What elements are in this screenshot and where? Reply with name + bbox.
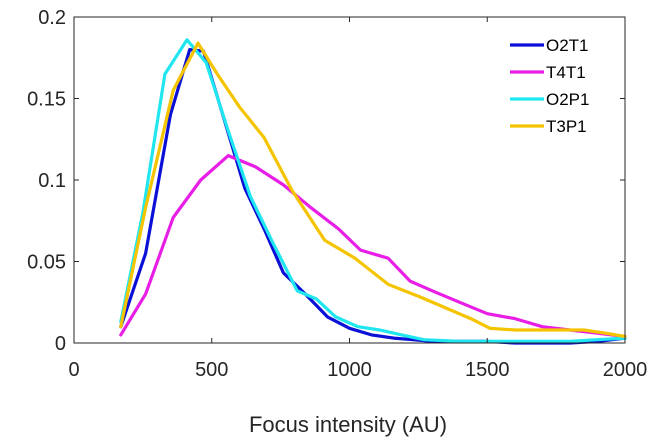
y-tick-label: 0.15 <box>27 89 66 111</box>
y-tick-label: 0.05 <box>27 252 66 274</box>
legend-label-o2p1: O2P1 <box>546 90 589 109</box>
x-tick-label: 1000 <box>327 359 372 381</box>
x-tick-label: 2000 <box>603 359 648 381</box>
plot-area <box>74 17 625 343</box>
x-tick-label: 0 <box>68 359 79 381</box>
plot-background <box>74 17 625 343</box>
y-tick-label: 0.2 <box>38 7 66 29</box>
series-line-o2p1 <box>119 38 627 343</box>
legend-label-t4t1: T4T1 <box>546 63 586 82</box>
legend: O2T1 T4T1 O2P1 T3P1 <box>510 36 589 136</box>
x-axis-title: Focus intensity (AU) <box>249 412 447 437</box>
legend-label-t3p1: T3P1 <box>546 117 587 136</box>
x-tick-label: 500 <box>195 359 228 381</box>
legend-label-o2t1: O2T1 <box>546 36 589 55</box>
series-line-t4t1 <box>119 154 627 339</box>
series-line-t3p1 <box>119 41 627 339</box>
axes-layer: 0 500 1000 1500 2000 0 0.05 0.1 0.15 0.2 <box>27 7 647 381</box>
y-tick-label: 0.1 <box>38 170 66 192</box>
x-tick-label: 1500 <box>465 359 510 381</box>
y-tick-label: 0 <box>55 333 66 355</box>
